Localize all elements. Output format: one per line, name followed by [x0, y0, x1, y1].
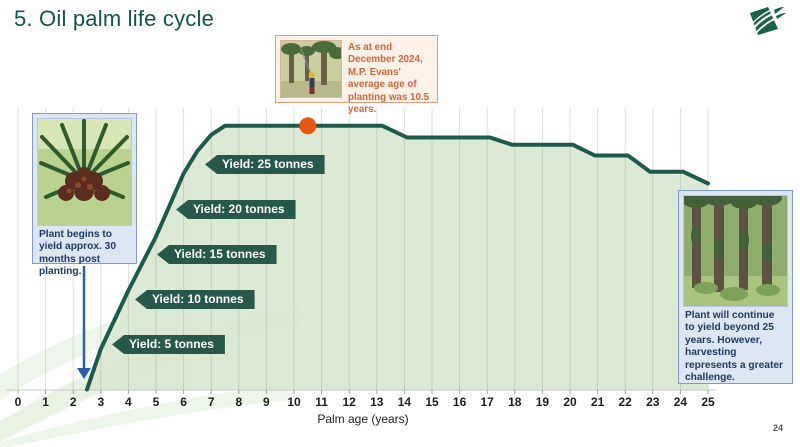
yield-callout-20t: Yield: 20 tonnes	[176, 200, 296, 219]
yield-curve	[85, 123, 710, 392]
yield-callout-10t: Yield: 10 tonnes	[135, 290, 255, 309]
x-axis	[6, 389, 716, 394]
x-axis-title: Palm age (years)	[317, 412, 409, 426]
yield-callout-5t: Yield: 5 tonnes	[112, 335, 225, 354]
page-number: 24	[772, 423, 783, 433]
average-planting-age-note-box: As at end December 2024, M.P. Evans' ave…	[275, 35, 438, 116]
planting-start-arrow	[77, 266, 91, 379]
planting-age-note-text: As at end December 2024, M.P. Evans' ave…	[348, 42, 430, 116]
yield-callout-25t: Yield: 25 tonnes	[205, 155, 325, 174]
start-of-yield-callout-box: Plant begins to yield approx. 30 months …	[32, 113, 137, 277]
page-title: 5. Oil palm life cycle	[14, 6, 215, 31]
mature-palms-photo	[683, 195, 788, 307]
harvesting-worker-photo	[280, 40, 342, 98]
company-leaf-logo-icon	[749, 7, 786, 35]
yield-callout-15t: Yield: 15 tonnes	[157, 245, 277, 264]
end-of-cycle-callout-box: Plant will continue to yield beyond 25 y…	[678, 190, 793, 384]
area-fill	[87, 125, 708, 391]
young-palm-photo	[37, 118, 132, 226]
end-note-caption: Plant will continue to yield beyond 25 y…	[685, 310, 783, 384]
start-note-caption: Plant begins to yield approx. 30 months …	[39, 229, 117, 278]
average-planting-age-dot	[299, 117, 317, 135]
